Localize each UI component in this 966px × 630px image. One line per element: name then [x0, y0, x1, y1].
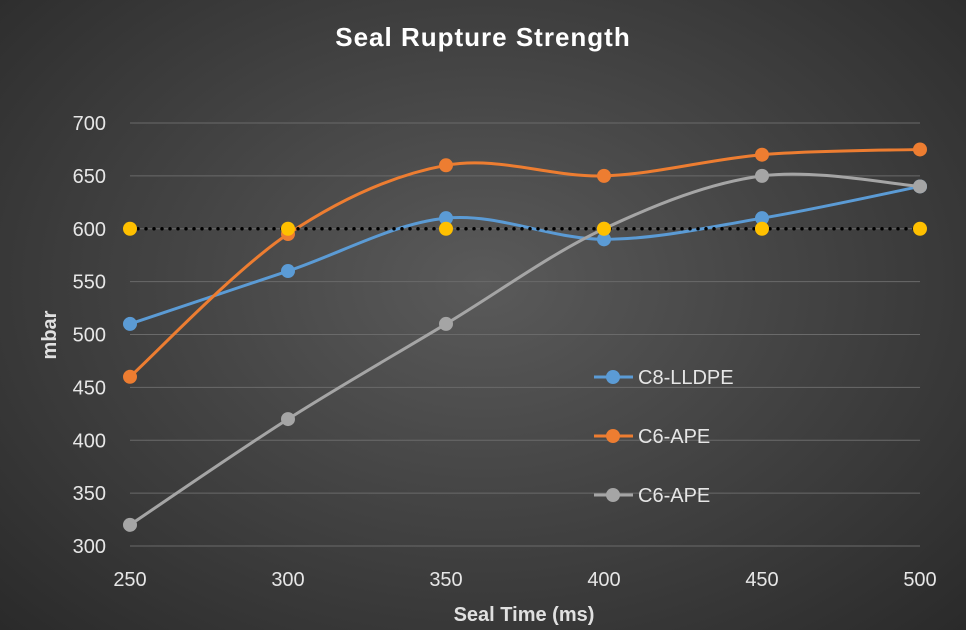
- x-tick-label: 400: [587, 569, 620, 591]
- series-1: [123, 142, 927, 384]
- data-point: [123, 221, 137, 236]
- data-point: [913, 142, 927, 157]
- x-tick-label: 300: [271, 569, 304, 591]
- gridlines: [130, 122, 920, 547]
- data-point: [439, 211, 453, 226]
- y-tick-label: 700: [73, 113, 106, 135]
- legend-swatch-marker: [606, 429, 620, 443]
- y-axis-label: mbar: [39, 310, 61, 359]
- series-group: [123, 142, 927, 532]
- data-point: [123, 316, 137, 331]
- data-point: [281, 264, 295, 279]
- data-point: [281, 412, 295, 427]
- series-2: [123, 168, 927, 532]
- data-point: [913, 221, 927, 236]
- data-point: [123, 369, 137, 384]
- series-line: [129, 172, 921, 527]
- data-point: [755, 147, 769, 162]
- y-tick-label: 450: [73, 377, 106, 399]
- data-point: [755, 221, 769, 236]
- data-point: [913, 179, 927, 194]
- y-tick-label: 400: [73, 430, 106, 452]
- chart-title: Seal Rupture Strength: [335, 22, 630, 52]
- y-tick-label: 350: [73, 483, 106, 505]
- x-tick-label: 500: [903, 569, 936, 591]
- legend-item: C8-LLDPE: [594, 367, 734, 389]
- x-tick-label: 350: [429, 569, 462, 591]
- x-axis-ticks: 250 300 350 400 450 500: [113, 569, 936, 591]
- y-axis-ticks: 300 350 400 450 500 550 600 650 700: [73, 113, 106, 558]
- legend-item: C6-APE: [594, 485, 710, 507]
- y-tick-label: 600: [73, 219, 106, 241]
- series-0: [123, 179, 927, 331]
- data-point: [281, 221, 295, 236]
- legend-swatch-marker: [606, 488, 620, 502]
- data-point: [439, 316, 453, 331]
- data-point: [755, 211, 769, 226]
- series-line: [128, 147, 921, 378]
- legend-label: C6-APE: [638, 426, 710, 448]
- y-tick-label: 550: [73, 272, 106, 294]
- x-axis-label: Seal Time (ms): [454, 604, 595, 626]
- series-3: [123, 221, 927, 236]
- data-point: [597, 221, 611, 236]
- x-tick-label: 250: [113, 569, 146, 591]
- legend-item: C6-APE: [594, 426, 710, 448]
- legend-label: C6-APE: [638, 485, 710, 507]
- y-tick-label: 500: [73, 325, 106, 347]
- data-point: [755, 168, 769, 183]
- legend: C8-LLDPE C6-APE C6-APE: [594, 367, 734, 507]
- y-tick-label: 300: [73, 536, 106, 558]
- x-tick-label: 450: [745, 569, 778, 591]
- legend-swatch-marker: [606, 370, 620, 384]
- data-point: [597, 232, 611, 247]
- data-point: [597, 168, 611, 183]
- data-point: [439, 221, 453, 236]
- series-line: [129, 184, 921, 326]
- y-tick-label: 650: [73, 166, 106, 188]
- data-point: [123, 517, 137, 532]
- legend-label: C8-LLDPE: [638, 367, 734, 389]
- data-point: [439, 158, 453, 173]
